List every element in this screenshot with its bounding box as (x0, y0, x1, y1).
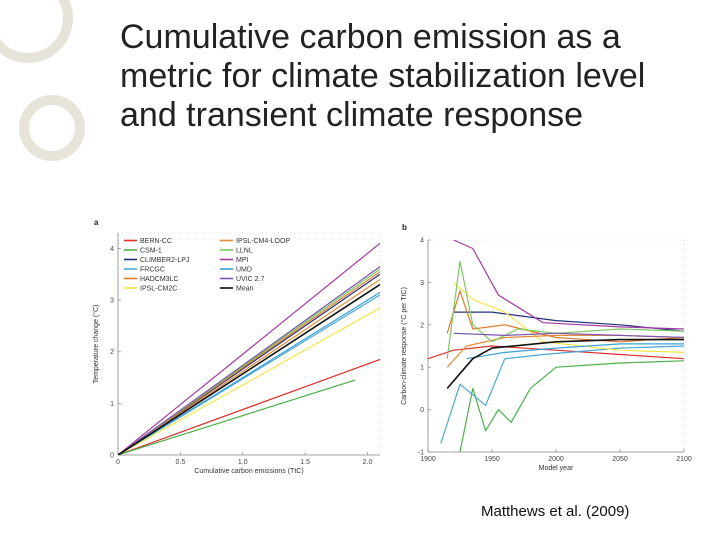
y-tick-label: -1 (418, 450, 424, 457)
y-axis-label: Temperature change (°C) (92, 305, 100, 384)
legend-label: Mean (236, 286, 254, 293)
series-line-bern-cc (428, 345, 684, 360)
series-line-bern-cc (118, 358, 380, 455)
series-line-mpi (453, 240, 684, 330)
legend-label: CSM-1 (140, 248, 162, 255)
x-tick-label: 2000 (548, 456, 564, 463)
y-tick-label: 1 (110, 401, 114, 408)
series-line-mean (118, 283, 380, 455)
series-group (118, 242, 380, 455)
legend-label: UVIC 2.7 (236, 276, 265, 283)
x-tick-label: 2.0 (363, 459, 373, 466)
y-tick-label: 3 (110, 298, 114, 305)
series-line-hadcm3lc (446, 290, 684, 343)
x-tick-label: 1.5 (300, 459, 310, 466)
series-line-uvic-2-7 (118, 266, 380, 455)
x-tick-label: 1.0 (238, 459, 248, 466)
series-line-umd (466, 343, 684, 360)
x-tick-label: 1900 (420, 456, 436, 463)
x-axis-label: Cumulative carbon emissions (TtC) (194, 468, 303, 475)
y-axis-label: Carbon-climate response (°C per TtC) (400, 287, 408, 405)
x-tick-label: 0 (116, 459, 120, 466)
chart-panel-a: a 0 0.5 1.0 1.5 2.0 0 1 2 3 4 Cumulative carbon emi… (92, 218, 381, 475)
series-line-climber2-lpj (453, 311, 684, 332)
y-tick-label: 4 (420, 238, 424, 245)
deco-ring-top (0, 0, 73, 63)
y-tick-label: 2 (110, 349, 114, 356)
series-line-ipsl-cm2c (118, 307, 380, 455)
decorative-rings (0, 0, 85, 161)
legend-label: FRCGC (140, 267, 165, 274)
x-tick-label: 0.5 (176, 459, 186, 466)
series-line-mean (446, 338, 684, 389)
series-group (428, 240, 684, 452)
legend-label: LLNL (236, 248, 253, 255)
series-line-uvic-2-7 (453, 332, 684, 339)
legend-label: IPSL-CM4-LOOP (236, 238, 290, 245)
x-tick-label: 2050 (612, 456, 628, 463)
slide-title: Cumulative carbon emission as a metric f… (120, 18, 646, 134)
citation: Matthews et al. (2009) (481, 503, 630, 520)
series-line-csm-1 (118, 379, 356, 455)
series-line-umd (118, 291, 380, 455)
panel-letter: a (94, 218, 99, 227)
legend-label: UMD (236, 267, 252, 274)
x-tick-label: 1950 (484, 456, 500, 463)
legend-label: BERN-CC (140, 238, 172, 245)
legend-label: IPSL-CM2C (140, 286, 177, 293)
y-tick-label: 0 (110, 453, 114, 460)
series-line-frcgc (440, 345, 684, 444)
legend-label: CLIMBER2-LPJ (140, 257, 189, 264)
y-tick-label: 4 (110, 246, 114, 253)
legend-label: MPI (236, 257, 249, 264)
y-tick-label: 0 (420, 407, 424, 414)
chart-panel-b: b 1900 1950 2000 2050 2100 -1 0 1 2 3 4 Model year Ca… (400, 223, 692, 472)
series-line-mpi (118, 242, 380, 455)
y-tick-label: 3 (420, 280, 424, 287)
series-line-ipsl-cm2c (453, 281, 684, 353)
deco-ring-middle (19, 95, 85, 161)
y-tick-label: 1 (420, 365, 424, 372)
legend-label: HADCM3LC (140, 276, 179, 283)
series-line-csm-1 (459, 360, 684, 452)
panel-letter: b (402, 223, 407, 232)
x-tick-label: 2100 (676, 456, 692, 463)
y-tick-label: 2 (420, 322, 424, 329)
x-axis-label: Model year (539, 465, 574, 472)
